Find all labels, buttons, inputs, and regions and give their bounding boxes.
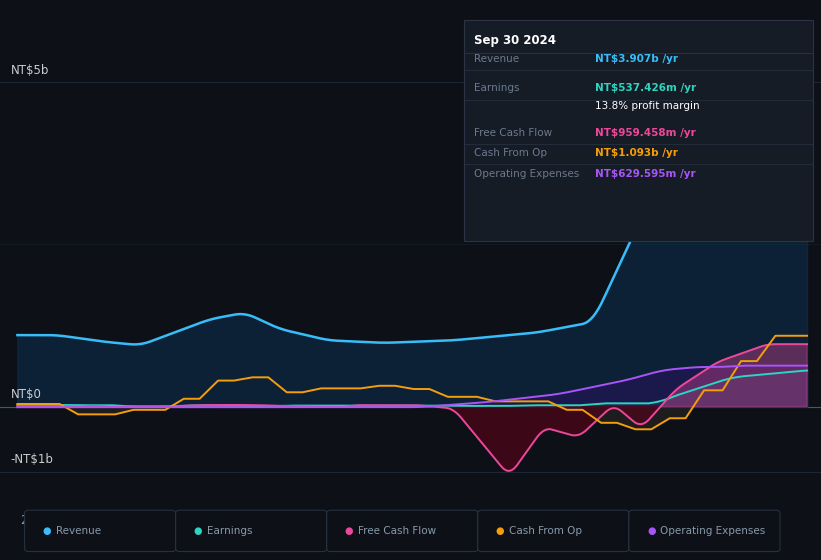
Text: Revenue: Revenue <box>474 54 519 64</box>
Text: NT$1.093b /yr: NT$1.093b /yr <box>595 148 678 158</box>
Text: Earnings: Earnings <box>474 83 519 94</box>
Text: Operating Expenses: Operating Expenses <box>660 526 765 536</box>
Text: Earnings: Earnings <box>207 526 252 536</box>
Text: Sep 30 2024: Sep 30 2024 <box>474 34 556 48</box>
Text: Free Cash Flow: Free Cash Flow <box>474 128 552 138</box>
Text: ●: ● <box>345 526 353 536</box>
Text: 13.8% profit margin: 13.8% profit margin <box>595 101 699 111</box>
Text: Operating Expenses: Operating Expenses <box>474 169 579 179</box>
Text: Revenue: Revenue <box>56 526 101 536</box>
Text: ●: ● <box>647 526 655 536</box>
Text: -NT$1b: -NT$1b <box>11 454 53 466</box>
Text: NT$5b: NT$5b <box>11 64 48 77</box>
Text: NT$959.458m /yr: NT$959.458m /yr <box>595 128 696 138</box>
Text: NT$0: NT$0 <box>11 389 41 402</box>
Text: Cash From Op: Cash From Op <box>474 148 547 158</box>
Text: Free Cash Flow: Free Cash Flow <box>358 526 436 536</box>
Text: NT$537.426m /yr: NT$537.426m /yr <box>595 83 696 94</box>
Text: Cash From Op: Cash From Op <box>509 526 582 536</box>
Text: NT$3.907b /yr: NT$3.907b /yr <box>595 54 678 64</box>
Text: ●: ● <box>43 526 51 536</box>
Text: ●: ● <box>496 526 504 536</box>
Text: ●: ● <box>194 526 202 536</box>
Text: NT$629.595m /yr: NT$629.595m /yr <box>595 169 696 179</box>
